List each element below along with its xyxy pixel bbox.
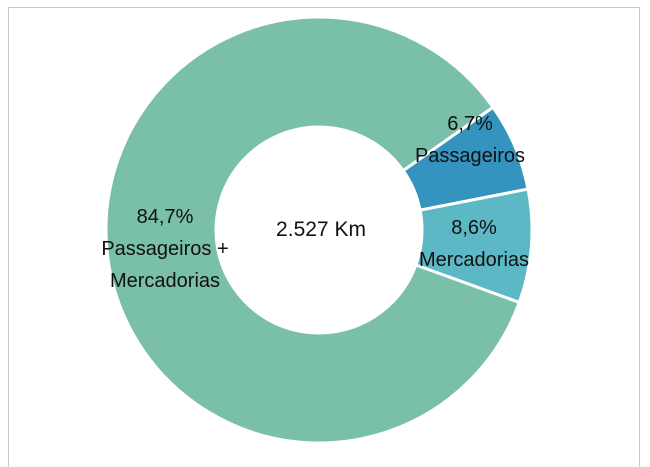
slice-label: 84,7% Passageiros + Mercadorias	[80, 201, 250, 297]
center-label: 2.527 Km	[276, 218, 366, 241]
slice-label: 8,6% Mercadorias	[419, 212, 529, 276]
category-label: Passageiros	[414, 145, 526, 167]
category-label: Mercadorias	[418, 249, 530, 271]
value-label: 8,6%	[451, 217, 497, 239]
donut-slice	[104, 15, 522, 445]
frame	[8, 7, 640, 467]
value-label: 84,7%	[136, 206, 194, 228]
category-label: Passageiros + Mercadorias	[101, 238, 229, 292]
value-label: 6,7%	[447, 113, 493, 135]
slice-label: 6,7% Passageiros	[415, 108, 525, 172]
